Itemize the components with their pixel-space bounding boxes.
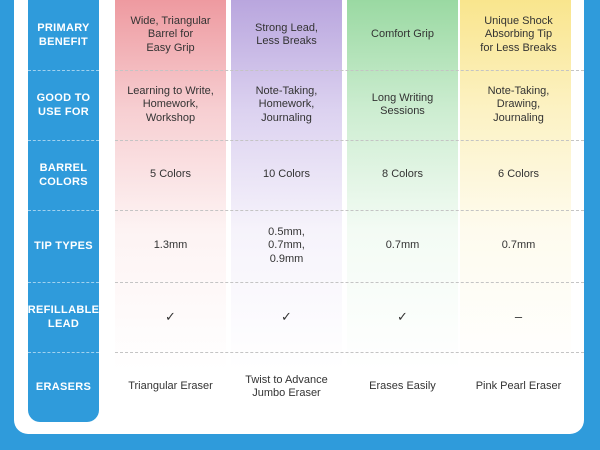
table-cell: Long Writing Sessions xyxy=(371,91,434,118)
table-cell: 8 Colors xyxy=(382,168,423,181)
row-divider xyxy=(115,282,584,283)
column-background-green xyxy=(347,0,458,370)
header-divider xyxy=(28,210,99,211)
table-cell: Note-Taking, Homework, Journaling xyxy=(255,84,318,124)
table-cell: Twist to Advance Jumbo Eraser xyxy=(245,373,328,400)
checkmark-icon: ✓ xyxy=(165,309,176,325)
comparison-table: PRIMARY BENEFIT Wide, Triangular Barrel fo… xyxy=(14,0,584,434)
table-cell: 0.5mm, 0.7mm, 0.9mm xyxy=(268,225,305,265)
row-label-refillable-lead: REFILLABLE LEAD xyxy=(27,304,100,330)
header-divider xyxy=(28,140,99,141)
row-label-barrel-colors: BARREL COLORS xyxy=(39,162,88,188)
row-divider xyxy=(115,352,584,353)
table-cell: Triangular Eraser xyxy=(128,380,213,393)
table-cell: Learning to Write, Homework, Workshop xyxy=(127,84,214,124)
table-cell: Unique Shock Absorbing Tip for Less Breaks xyxy=(480,14,557,54)
table-cell: Strong Lead, Less Breaks xyxy=(255,21,318,48)
checkmark-icon: ✓ xyxy=(397,309,408,325)
column-background-red xyxy=(115,0,226,370)
table-cell: 0.7mm xyxy=(385,239,420,252)
header-divider xyxy=(28,70,99,71)
row-divider xyxy=(115,70,584,71)
row-label-tip-types: TIP TYPES xyxy=(34,240,93,252)
table-cell: 6 Colors xyxy=(498,168,539,181)
table-cell: 1.3mm xyxy=(153,239,188,252)
row-label-good-to-use-for: GOOD TO USE FOR xyxy=(36,92,91,118)
header-divider xyxy=(28,282,99,283)
dash-icon: – xyxy=(514,309,523,325)
table-cell: Wide, Triangular Barrel for Easy Grip xyxy=(130,14,211,54)
row-divider xyxy=(115,210,584,211)
table-cell: 0.7mm xyxy=(501,239,536,252)
column-background-purple xyxy=(231,0,342,370)
table-cell: Note-Taking, Drawing, Journaling xyxy=(487,84,550,124)
header-divider xyxy=(28,352,99,353)
table-cell: Pink Pearl Eraser xyxy=(475,380,562,393)
table-cell: Comfort Grip xyxy=(371,28,434,41)
table-cell: 5 Colors xyxy=(150,168,191,181)
row-divider xyxy=(115,140,584,141)
row-label-primary-benefit: PRIMARY BENEFIT xyxy=(37,22,90,48)
column-background-yellow xyxy=(460,0,571,370)
table-cell: Erases Easily xyxy=(369,380,436,393)
checkmark-icon: ✓ xyxy=(281,309,292,325)
row-label-erasers: ERASERS xyxy=(35,381,92,393)
table-cell: 10 Colors xyxy=(262,168,311,181)
